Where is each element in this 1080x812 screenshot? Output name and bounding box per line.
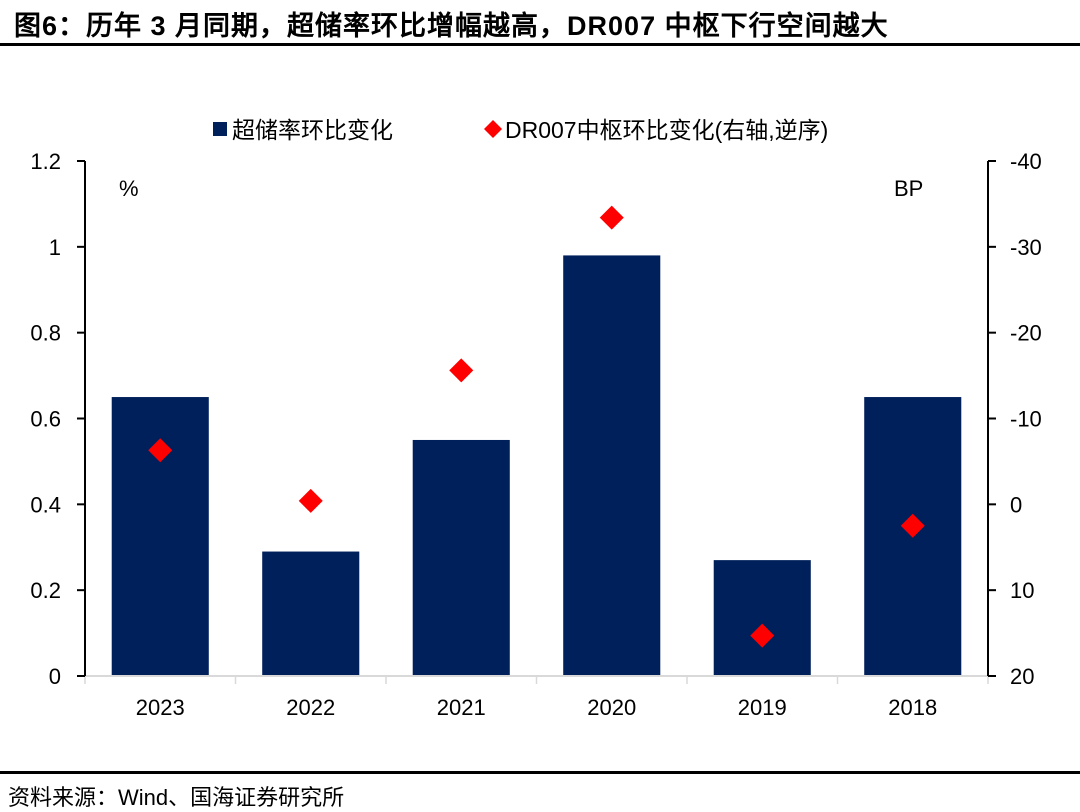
marker-2021: [449, 358, 474, 383]
right-tick-label: -40: [1010, 149, 1042, 174]
x-tick-label-2023: 2023: [136, 695, 185, 720]
right-tick-label: 0: [1010, 492, 1022, 517]
right-tick-label: 10: [1010, 578, 1034, 603]
marker-2019: [750, 623, 775, 648]
figure-title: 图6：历年 3 月同期，超储率环比增幅越高，DR007 中枢下行空间越大: [14, 11, 889, 41]
bar-2019: [713, 560, 811, 676]
right-axis-unit: BP: [894, 176, 923, 201]
marker-2020: [599, 205, 624, 230]
bar-2020: [563, 255, 661, 676]
marker-2018: [900, 513, 925, 538]
title-divider: [0, 43, 1080, 46]
left-tick-label: 0.2: [30, 578, 61, 603]
source-divider: [0, 771, 1080, 774]
bar-2022: [262, 551, 360, 676]
left-tick-label: 0: [49, 664, 61, 689]
right-tick-label: -30: [1010, 235, 1042, 260]
x-tick-label-2020: 2020: [587, 695, 636, 720]
left-tick-label: 1: [49, 235, 61, 260]
source-note: 资料来源：Wind、国海证券研究所: [8, 785, 345, 810]
right-tick-label: -10: [1010, 407, 1042, 432]
right-tick-label: -20: [1010, 321, 1042, 346]
marker-2023: [148, 438, 173, 463]
left-tick-label: 0.4: [30, 492, 61, 517]
legend: 超储率环比变化 DR007中枢环比变化(右轴,逆序): [213, 117, 828, 143]
legend-diamond-swatch: [484, 120, 502, 138]
legend-bar-label: 超储率环比变化: [232, 117, 393, 143]
legend-bar-swatch: [213, 122, 227, 136]
right-tick-label: 20: [1010, 664, 1034, 689]
x-tick-label-2021: 2021: [437, 695, 486, 720]
legend-diamond-label: DR007中枢环比变化(右轴,逆序): [505, 117, 828, 143]
x-tick-label-2018: 2018: [888, 695, 937, 720]
x-tick-label-2022: 2022: [286, 695, 335, 720]
bar-2021: [412, 439, 510, 676]
left-tick-label: 0.6: [30, 407, 61, 432]
left-tick-label: 0.8: [30, 321, 61, 346]
marker-2022: [298, 488, 323, 513]
chart: 超储率环比变化 DR007中枢环比变化(右轴,逆序) % BP 2023 2022…: [30, 117, 1042, 720]
x-tick-label-2019: 2019: [738, 695, 787, 720]
left-axis-unit: %: [119, 176, 139, 201]
left-tick-label: 1.2: [30, 149, 61, 174]
